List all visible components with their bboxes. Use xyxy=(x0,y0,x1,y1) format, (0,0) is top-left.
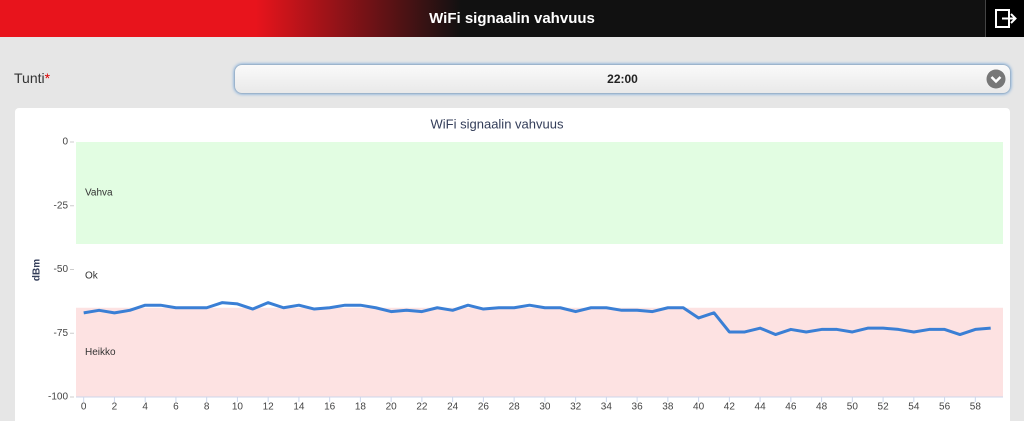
y-tick-label: -100 xyxy=(48,392,68,403)
x-tick-label: 50 xyxy=(847,402,859,413)
y-tick-label: -25 xyxy=(54,200,69,211)
x-tick-label: 54 xyxy=(908,402,920,413)
x-tick-label: 4 xyxy=(142,402,148,413)
label-text: Tunti xyxy=(14,70,45,86)
header-title: WiFi signaalin vahvuus xyxy=(429,10,595,27)
x-tick-label: 48 xyxy=(816,402,828,413)
x-tick-label: 56 xyxy=(939,402,951,413)
x-tick-label: 42 xyxy=(724,402,736,413)
x-tick-label: 16 xyxy=(324,402,336,413)
x-tick-label: 10 xyxy=(232,402,244,413)
x-tick-label: 12 xyxy=(263,402,275,413)
x-tick-label: 40 xyxy=(693,402,705,413)
hour-select[interactable]: 22:00 xyxy=(234,64,1011,94)
field-label: Tunti* xyxy=(14,70,50,86)
select-chevron xyxy=(986,69,1006,89)
plot-band xyxy=(76,307,1003,397)
header: WiFi signaalin vahvuus xyxy=(0,0,1024,37)
logout-icon xyxy=(995,9,1017,28)
y-axis-label: dBm xyxy=(32,259,43,281)
x-tick-label: 58 xyxy=(970,402,982,413)
x-tick-label: 26 xyxy=(478,402,490,413)
x-tick-label: 30 xyxy=(539,402,551,413)
x-tick-label: 24 xyxy=(447,402,459,413)
x-tick-label: 44 xyxy=(755,402,767,413)
data-line xyxy=(83,301,991,337)
required-mark: * xyxy=(44,70,51,86)
x-tick-label: 46 xyxy=(785,402,797,413)
plot-band xyxy=(76,142,1003,244)
x-tick-label: 28 xyxy=(509,402,521,413)
x-tick-label: 8 xyxy=(204,402,210,413)
y-tick-label: -50 xyxy=(54,264,69,275)
x-tick-label: 34 xyxy=(601,402,613,413)
select-value: 22:00 xyxy=(607,72,638,86)
band-label: Vahva xyxy=(85,188,113,199)
x-tick-label: 22 xyxy=(416,402,428,413)
x-tick-label: 6 xyxy=(173,402,179,413)
y-tick-label: 0 xyxy=(62,137,68,148)
x-tick-label: 14 xyxy=(293,402,305,413)
band-label: Heikko xyxy=(85,347,116,358)
logout-button[interactable] xyxy=(985,0,1024,37)
band-label: Ok xyxy=(85,271,99,282)
x-tick-label: 52 xyxy=(878,402,890,413)
x-tick-label: 2 xyxy=(112,402,118,413)
chart-title: WiFi signaalin vahvuus xyxy=(431,116,564,131)
x-tick-label: 36 xyxy=(632,402,644,413)
x-tick-label: 32 xyxy=(570,402,582,413)
x-tick-label: 38 xyxy=(662,402,674,413)
plot-band xyxy=(76,244,1003,308)
x-tick-label: 20 xyxy=(386,402,398,413)
y-tick-label: -75 xyxy=(54,328,69,339)
x-tick-label: 0 xyxy=(81,402,87,413)
x-tick-label: 18 xyxy=(355,402,367,413)
